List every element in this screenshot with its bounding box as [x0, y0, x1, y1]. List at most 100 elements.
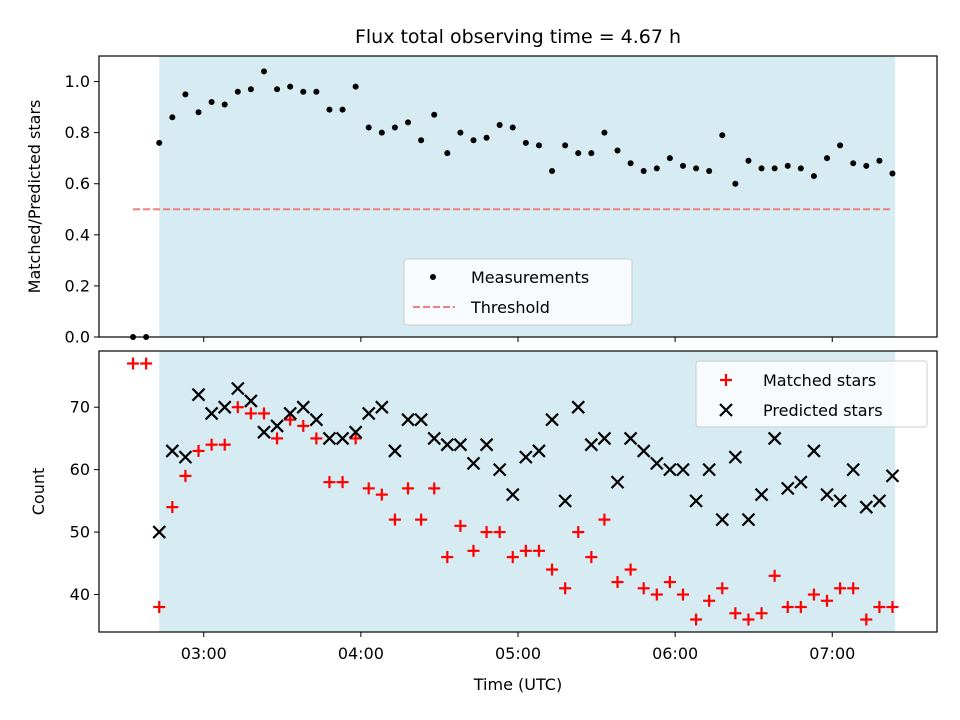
- matched-star-point: [127, 357, 140, 370]
- matched-star-point: [454, 519, 467, 532]
- predicted-star-point: [492, 462, 507, 477]
- matched-star-point: [624, 563, 637, 576]
- matched-star-point: [310, 432, 323, 445]
- measurement-point: [156, 139, 163, 146]
- measurement-point: [837, 142, 844, 149]
- matched-star-point: [140, 357, 153, 370]
- y-tick-label: 0.0: [65, 328, 90, 347]
- matched-star-point: [572, 526, 585, 539]
- predicted-star-point: [767, 431, 782, 446]
- predicted-star-point: [257, 425, 271, 439]
- predicted-star-point: [519, 450, 533, 464]
- measurement-point: [824, 155, 831, 162]
- matched-star-point: [467, 544, 480, 557]
- matched-star-point: [598, 513, 611, 526]
- measurement-point: [234, 88, 241, 95]
- measurement-point: [182, 91, 189, 98]
- y-tick-label: 1.0: [65, 72, 90, 91]
- y-tick-label: 50: [70, 523, 90, 542]
- measurement-point: [876, 157, 883, 164]
- measurement-point: [706, 167, 713, 174]
- ratio-y-axis-label: Matched/Predicted stars: [25, 100, 44, 294]
- matched-star-point: [768, 569, 781, 582]
- predicted-star-point: [178, 450, 193, 464]
- measurement-point: [300, 88, 307, 95]
- measurement-point: [247, 86, 254, 93]
- measurement-point: [549, 167, 556, 174]
- predicted-star-point: [846, 462, 860, 477]
- legend-label: Measurements: [471, 268, 589, 287]
- predicted-star-point: [152, 525, 167, 539]
- measurement-point: [431, 111, 438, 118]
- matched-star-point: [873, 601, 886, 614]
- matched-star-point: [284, 413, 297, 426]
- predicted-star-point: [794, 475, 808, 489]
- predicted-star-point: [191, 387, 206, 402]
- matched-star-point: [532, 544, 545, 557]
- predicted-star-point: [545, 412, 559, 427]
- matched-star-point: [323, 476, 336, 489]
- ratio-plot-frame: [98, 55, 938, 338]
- matched-star-point: [506, 551, 519, 564]
- predicted-star-point: [636, 444, 651, 458]
- predicted-star-point: [807, 444, 821, 458]
- y-tick-label: 40: [70, 585, 90, 604]
- count-plot-frame: [98, 350, 938, 633]
- predicted-star-point: [663, 462, 677, 477]
- matched-star-point: [192, 444, 205, 457]
- matched-star-point: [428, 482, 441, 495]
- matched-star-point: [821, 594, 834, 607]
- matched-star-point: [637, 582, 650, 595]
- matched-star-point: [402, 482, 415, 495]
- measurement-point: [575, 150, 582, 157]
- measurement-point: [339, 106, 346, 113]
- matched-star-point: [493, 526, 506, 539]
- predicted-star-point: [859, 500, 874, 514]
- matched-star-point: [480, 526, 493, 539]
- matched-star-point: [847, 582, 860, 595]
- y-tick-label: 0.4: [65, 225, 90, 244]
- measurement-point: [693, 165, 700, 172]
- measurement-point: [666, 155, 673, 162]
- matched-star-point: [690, 613, 703, 626]
- matched-star-point: [375, 488, 388, 501]
- measurement-point: [208, 98, 215, 105]
- matched-star-point: [388, 513, 401, 526]
- predicted-star-point: [165, 444, 180, 458]
- predicted-star-point: [571, 400, 586, 414]
- measurement-point: [784, 162, 791, 169]
- count-legend: Matched stars Predicted stars: [695, 360, 928, 428]
- predicted-star-point: [322, 431, 337, 446]
- matched-star-point: [807, 588, 820, 601]
- matched-star-point: [231, 401, 244, 414]
- legend-label: Predicted stars: [763, 401, 883, 420]
- predicted-star-point: [558, 494, 572, 508]
- measurement-point: [719, 132, 726, 139]
- predicted-star-point: [689, 494, 703, 508]
- matched-star-point: [886, 601, 899, 614]
- time-x-axis: 03:00 04:00 05:00 06:00 07:00: [181, 632, 855, 663]
- predicted-star-point: [754, 487, 769, 502]
- predicted-star-point: [388, 444, 402, 458]
- measurement-point: [732, 180, 739, 187]
- matched-star-point: [611, 576, 624, 589]
- ratio-panel: 0.0 0.2 0.4 0.6 0.8 1.0 Flux total observing …: [25, 26, 938, 347]
- measurement-point: [274, 86, 281, 93]
- predicted-star-point: [728, 450, 743, 464]
- matched-star-point: [441, 551, 454, 564]
- matched-star-point: [755, 607, 768, 620]
- predicted-star-point: [375, 400, 389, 414]
- ratio-x-ticks: [203, 337, 833, 342]
- matched-star-point: [519, 544, 532, 557]
- time-x-axis-label: Time (UTC): [473, 675, 562, 694]
- predicted-star-point: [872, 494, 887, 508]
- ratio-legend: Measurements Threshold: [403, 258, 633, 326]
- predicted-star-point: [427, 431, 441, 446]
- measurement-points: [130, 68, 896, 340]
- measurement-point: [444, 150, 451, 157]
- legend-marker-measurements: [430, 274, 436, 280]
- predicted-star-point: [885, 469, 900, 483]
- predicted-star-point: [532, 444, 546, 458]
- matched-star-point: [663, 576, 676, 589]
- measurement-point: [640, 167, 647, 174]
